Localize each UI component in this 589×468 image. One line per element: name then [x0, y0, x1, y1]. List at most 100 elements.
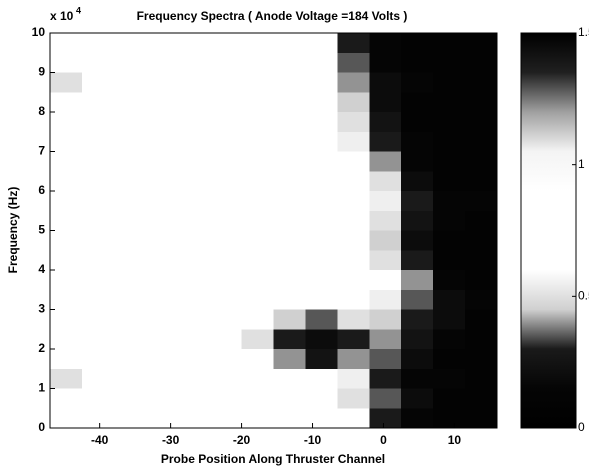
heatmap-cell — [209, 230, 242, 251]
heatmap-cell — [369, 289, 402, 310]
heatmap-cell — [433, 388, 466, 409]
heatmap-cell — [50, 230, 82, 251]
heatmap-cell — [401, 171, 434, 191]
heatmap-cell — [305, 289, 338, 310]
heatmap-cell — [209, 72, 242, 93]
heatmap-cell — [81, 270, 114, 290]
heatmap-cell — [177, 33, 210, 53]
heatmap-cell — [50, 329, 82, 349]
heatmap-cell — [241, 131, 274, 152]
y-tick-label: 3 — [38, 302, 45, 316]
heatmap-cell — [337, 151, 370, 172]
heatmap-cell — [305, 309, 338, 330]
heatmap-cell — [401, 33, 434, 53]
heatmap-cell — [113, 33, 146, 53]
heatmap-cell — [241, 250, 274, 270]
x-axis-label: Probe Position Along Thruster Channel — [161, 452, 385, 466]
y-tick-label: 7 — [38, 144, 45, 158]
heatmap-cell — [369, 52, 402, 73]
heatmap-cell — [177, 52, 210, 73]
heatmap-cell — [369, 368, 402, 389]
heatmap-cell — [209, 270, 242, 290]
y-tick-label: 10 — [32, 25, 46, 39]
heatmap-cell — [81, 72, 114, 93]
heatmap-cell — [305, 112, 338, 132]
heatmap-cell — [273, 72, 306, 93]
heatmap-cell — [81, 210, 114, 231]
y-tick-label: 8 — [38, 104, 45, 118]
heatmap-cell — [50, 408, 82, 428]
heatmap-cell — [369, 210, 402, 231]
heatmap-cell — [50, 131, 82, 152]
heatmap-cell — [113, 210, 146, 231]
heatmap-cell — [145, 112, 178, 132]
heatmap-cell — [81, 92, 114, 112]
heatmap-cell — [401, 92, 434, 112]
heatmap-cell — [305, 368, 338, 389]
heatmap-cell — [177, 329, 210, 349]
heatmap-cell — [241, 210, 274, 231]
heatmap-cell — [433, 131, 466, 152]
heatmap-cell — [369, 33, 402, 53]
heatmap-cell — [465, 349, 497, 369]
x-tick-label: -20 — [233, 433, 251, 447]
heatmap-cell — [50, 33, 82, 53]
heatmap-cell — [209, 329, 242, 349]
heatmap-cell — [433, 112, 466, 132]
heatmap-cell — [241, 408, 274, 428]
heatmap-cell — [241, 368, 274, 389]
heatmap-cell — [81, 368, 114, 389]
heatmap-cell — [273, 309, 306, 330]
heatmap-cell — [273, 329, 306, 349]
heatmap-cell — [401, 112, 434, 132]
heatmap-cell — [81, 349, 114, 369]
heatmap-cell — [465, 92, 497, 112]
heatmap-cell — [113, 329, 146, 349]
heatmap-cell — [273, 210, 306, 231]
heatmap-cell — [209, 171, 242, 191]
heatmap-cell — [465, 388, 497, 409]
heatmap-cell — [145, 230, 178, 251]
heatmap-cell — [337, 329, 370, 349]
heatmap-cell — [113, 270, 146, 290]
heatmap-cell — [241, 171, 274, 191]
heatmap-cell — [241, 230, 274, 251]
heatmap-cell — [50, 289, 82, 310]
heatmap-cell — [305, 151, 338, 172]
heatmap-cell — [209, 52, 242, 73]
heatmap-cell — [81, 230, 114, 251]
heatmap-cell — [465, 72, 497, 93]
colorbar-tick-label: 1.5 — [578, 25, 589, 39]
heatmap-cell — [177, 191, 210, 211]
heatmap-cell — [337, 289, 370, 310]
heatmap-cell — [465, 210, 497, 231]
heatmap-cell — [465, 33, 497, 53]
heatmap-cell — [273, 230, 306, 251]
heatmap-cell — [465, 368, 497, 389]
heatmap-cell — [209, 92, 242, 112]
heatmap-cell — [305, 329, 338, 349]
heatmap-cell — [305, 270, 338, 290]
colorbar-tick-label: 0 — [578, 420, 585, 434]
heatmap-cell — [433, 408, 466, 428]
heatmap-cell — [177, 131, 210, 152]
heatmap-cell — [50, 112, 82, 132]
heatmap-cell — [273, 131, 306, 152]
y-tick-label: 2 — [38, 341, 45, 355]
heatmap-cell — [113, 230, 146, 251]
heatmap-cell — [433, 171, 466, 191]
heatmap-cell — [401, 329, 434, 349]
heatmap-cell — [401, 270, 434, 290]
heatmap-cell — [465, 408, 497, 428]
y-tick-label: 1 — [38, 381, 45, 395]
heatmap-cell — [305, 171, 338, 191]
colorbar-tick-label: 1 — [578, 157, 585, 171]
heatmap-cell — [145, 388, 178, 409]
heatmap-cell — [433, 191, 466, 211]
heatmap-cell — [209, 191, 242, 211]
heatmap-cell — [273, 33, 306, 53]
heatmap-cell — [177, 92, 210, 112]
heatmap-cell — [113, 309, 146, 330]
heatmap-cell — [177, 151, 210, 172]
